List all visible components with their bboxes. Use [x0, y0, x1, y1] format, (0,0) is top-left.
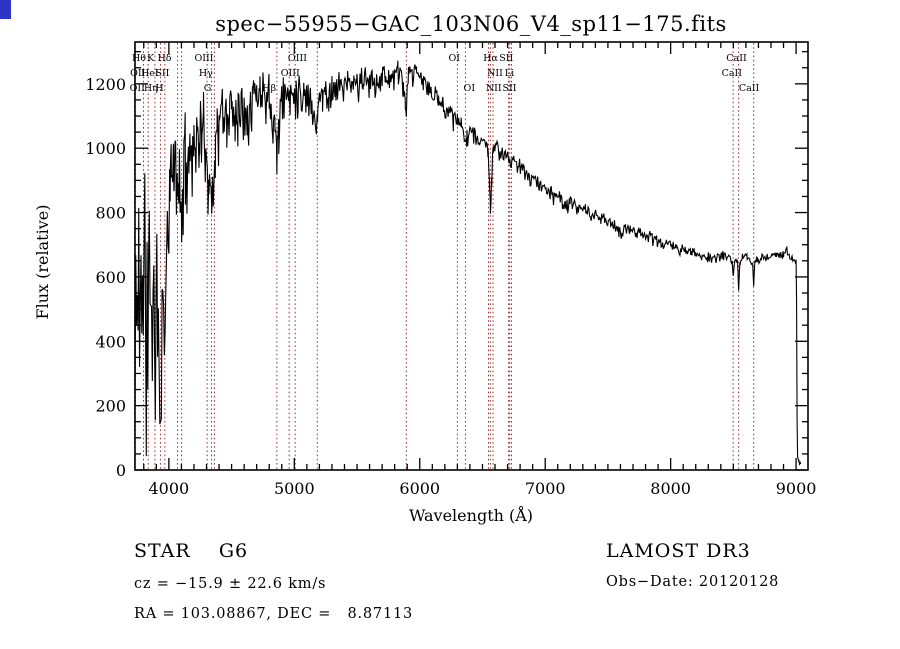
spectral-line-label: Hδ	[157, 53, 171, 64]
spectral-line-label: OIII	[194, 53, 213, 64]
y-tick-label: 800	[95, 204, 126, 223]
classification-label: STAR G6	[134, 540, 248, 562]
window-corner-artifact	[0, 0, 11, 19]
spectral-line-label: Hη	[144, 83, 158, 94]
spectral-line-label: OI	[464, 83, 476, 94]
x-tick-label: 7000	[525, 479, 566, 498]
spectral-line-label: Hα	[483, 53, 498, 64]
x-tick-label: 5000	[274, 479, 315, 498]
ra-dec-value: RA = 103.08867, DEC = 8.87113	[134, 606, 413, 622]
spectral-line-label: Li	[505, 68, 514, 79]
spectral-line-label: NII	[486, 83, 502, 94]
cz-value: cz = −15.9 ± 22.6 km/s	[134, 576, 326, 592]
spectral-line-label: Hγ	[199, 68, 213, 79]
spectral-line-label: NII	[487, 68, 503, 79]
spectral-line-label: CaII	[722, 68, 743, 79]
obs-date-label: Obs−Date: 20120128	[606, 574, 779, 590]
y-tick-label: 600	[95, 268, 126, 287]
spectral-line-label: H	[155, 83, 163, 94]
spectral-line-label: SII	[502, 83, 516, 94]
spectral-line-label: OIII	[288, 53, 307, 64]
spectral-line-label: CaII	[739, 83, 760, 94]
spectral-line-label: SII	[155, 68, 169, 79]
survey-label: LAMOST DR3	[606, 540, 751, 562]
x-tick-label: 8000	[650, 479, 691, 498]
y-tick-label: 0	[116, 461, 126, 480]
y-tick-label: 1000	[85, 139, 126, 158]
spectral-line-label: OII	[130, 68, 146, 79]
spectral-line-label: OIII	[281, 68, 300, 79]
spectral-line-label: HeI	[141, 68, 159, 79]
spectrum-trace	[134, 60, 802, 466]
spectral-line-label: CaII	[726, 53, 747, 64]
x-tick-label: 9000	[776, 479, 817, 498]
x-tick-label: 6000	[399, 479, 440, 498]
spectral-line-label: K	[147, 53, 155, 64]
spectral-line-label: G	[204, 83, 212, 94]
y-axis-title: Flux (relative)	[33, 205, 52, 320]
spectral-line-label: Hθ	[132, 53, 146, 64]
x-tick-label: 4000	[149, 479, 190, 498]
plot-title: spec−55955−GAC_103N06_V4_sp11−175.fits	[215, 12, 727, 36]
x-axis-title: Wavelength (Å)	[409, 505, 533, 525]
spectral-line-label: OII	[130, 83, 146, 94]
y-tick-label: 1200	[85, 75, 126, 94]
y-tick-label: 400	[95, 332, 126, 351]
y-tick-label: 200	[95, 397, 126, 416]
spectral-line-label: SII	[499, 53, 513, 64]
plot-border	[134, 41, 809, 471]
spectral-line-label: OI	[448, 53, 460, 64]
